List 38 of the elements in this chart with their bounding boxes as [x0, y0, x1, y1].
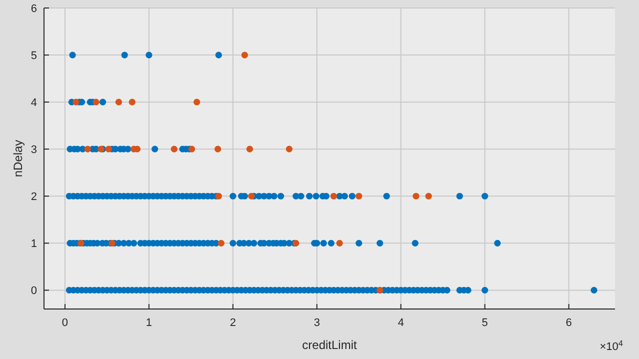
point	[286, 146, 292, 152]
point	[412, 192, 420, 200]
point	[214, 146, 222, 152]
y-tick-label: 1	[30, 238, 37, 250]
point	[115, 98, 122, 106]
point	[92, 98, 100, 106]
y-tick-label: 0	[30, 285, 37, 298]
y-axis-title: nDelay	[11, 140, 25, 178]
point	[215, 192, 222, 200]
point	[218, 240, 224, 246]
point	[246, 146, 254, 152]
x-tick-label: 0	[62, 317, 68, 329]
y-tick-label: 2	[30, 191, 37, 204]
y-tick-label: 4	[30, 97, 37, 110]
point	[84, 146, 91, 152]
y-tick-label: 3	[30, 144, 37, 156]
point	[105, 146, 112, 152]
x-tick-label: 6	[566, 317, 572, 329]
x-tick-label: 3	[314, 317, 320, 329]
point	[188, 146, 196, 152]
point	[241, 52, 248, 58]
point	[356, 192, 362, 200]
x-axis-title: creditLimit	[302, 338, 358, 352]
point	[128, 98, 136, 106]
point	[194, 98, 200, 106]
x-tick-label: 2	[230, 317, 236, 329]
point	[72, 98, 80, 106]
point	[170, 146, 178, 152]
point	[330, 192, 337, 200]
y-tick-label: 6	[30, 3, 37, 15]
x-tick-label: 5	[482, 317, 488, 329]
x-tick-label: 4	[398, 317, 404, 329]
point	[336, 240, 343, 246]
point	[425, 192, 432, 200]
x-tick-label: 1	[146, 317, 152, 329]
point	[248, 192, 255, 200]
text: ×10$^{4}$	[600, 338, 624, 353]
y-tick-label: 5	[30, 50, 37, 62]
